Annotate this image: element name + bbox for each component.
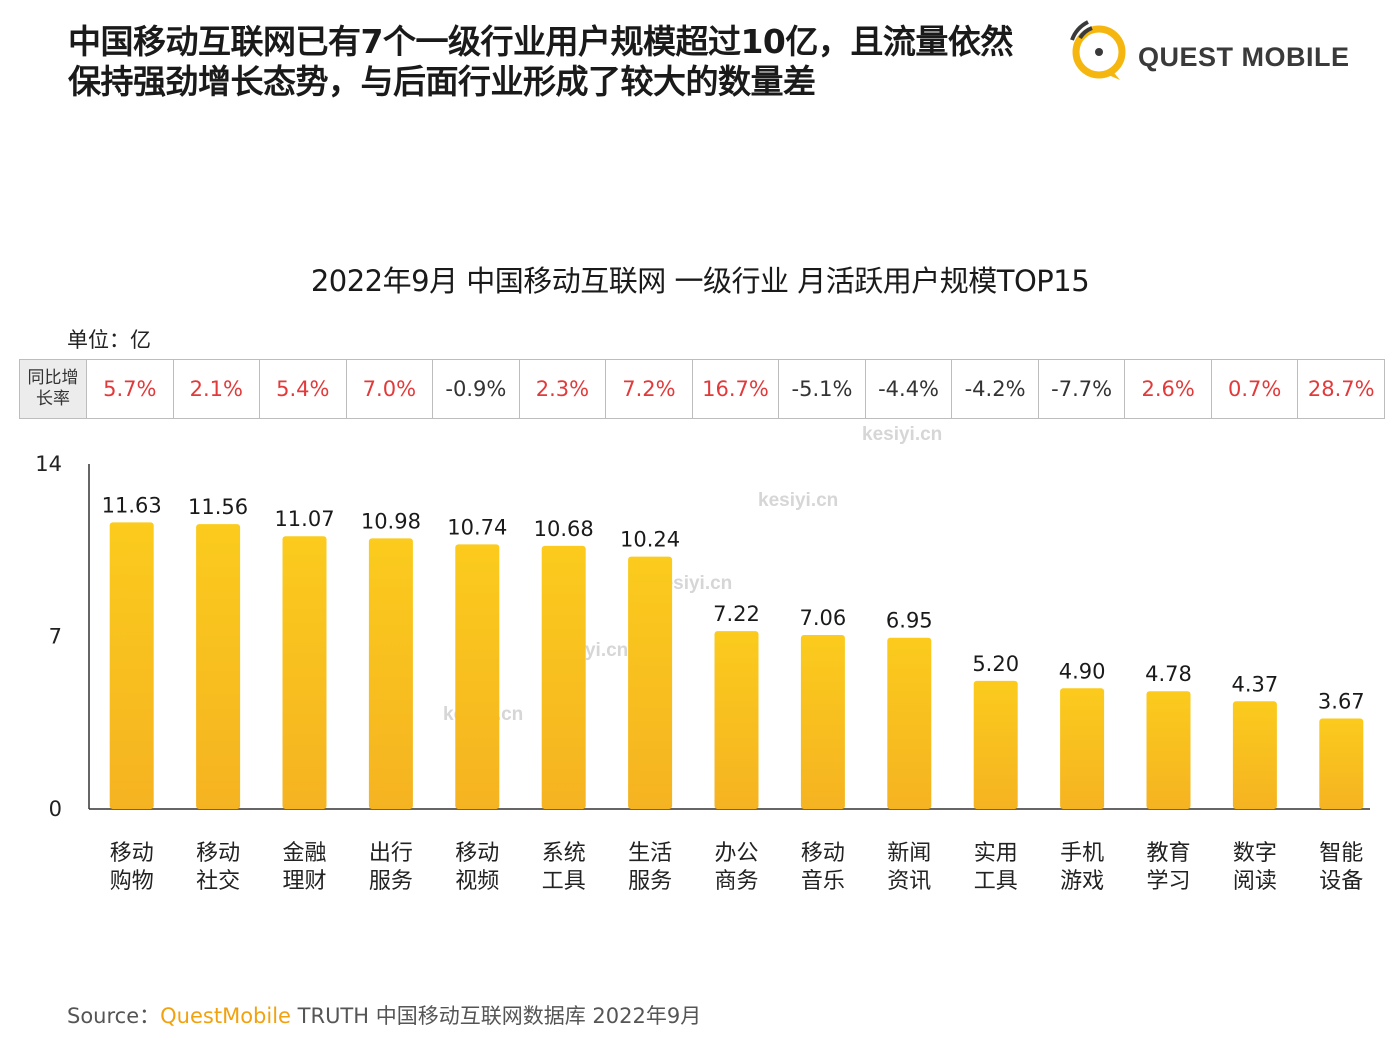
data-label: 6.95 — [886, 609, 933, 633]
data-label: 11.56 — [188, 495, 248, 519]
category-label: 移动 — [801, 841, 845, 866]
yoy-cell: 7.2% — [605, 359, 693, 419]
headline: 中国移动互联网已有7个一级行业用户规模超过10亿，且流量依然 保持强劲增长态势，… — [68, 22, 1078, 102]
yoy-cell: 5.7% — [86, 359, 174, 419]
data-label: 3.67 — [1318, 690, 1365, 714]
category-label: 理财 — [282, 869, 326, 894]
bar — [1146, 691, 1191, 809]
category-label: 出行 — [369, 841, 413, 866]
category-label: 生活 — [628, 841, 672, 866]
yoy-cell: 0.7% — [1210, 359, 1299, 419]
source-note: Source：QuestMobile TRUTH 中国移动互联网数据库 2022… — [67, 1000, 701, 1030]
yoy-cell: 28.7% — [1297, 359, 1385, 419]
category-label: 智能 — [1319, 841, 1363, 866]
data-label: 4.78 — [1145, 662, 1192, 686]
category-label: 工具 — [542, 869, 586, 894]
category-label: 服务 — [628, 869, 672, 894]
category-label: 实用 — [974, 841, 1018, 866]
bar — [455, 544, 500, 809]
bar — [973, 680, 1018, 809]
yoy-cell: 2.3% — [518, 359, 607, 419]
category-label: 商务 — [714, 869, 758, 894]
category-label: 工具 — [974, 869, 1018, 894]
yoy-cell: 5.4% — [259, 359, 347, 419]
category-label: 音乐 — [801, 869, 845, 894]
logo-text: QUEST MOBILE — [1138, 42, 1350, 72]
category-label: 教育 — [1146, 841, 1190, 866]
yoy-cell: 2.1% — [172, 359, 261, 419]
bar — [196, 524, 241, 809]
category-label: 数字 — [1233, 841, 1277, 866]
bar — [800, 635, 845, 809]
quest-mobile-logo: QUEST MOBILE — [1062, 18, 1362, 90]
category-label: 购物 — [110, 869, 154, 894]
category-label: 新闻 — [887, 841, 931, 866]
headline-line-2: 保持强劲增长态势，与后面行业形成了较大的数量差 — [68, 62, 816, 101]
quest-mobile-logo-icon — [1070, 20, 1126, 80]
category-label: 办公 — [714, 841, 758, 866]
source-brand: QuestMobile — [160, 1004, 291, 1028]
data-label: 4.37 — [1232, 672, 1279, 696]
y-tick-label: 0 — [49, 797, 62, 821]
source-prefix: Source： — [67, 1004, 161, 1028]
yoy-row: 同比增长率 5.7% 2.1% 5.4% 7.0% -0.9% 2.3% 7.2% 16.7%… — [19, 359, 1385, 419]
category-label: 金融 — [282, 841, 326, 866]
y-tick-label: 7 — [49, 625, 62, 649]
yoy-cell: -5.1% — [778, 359, 866, 419]
data-label: 10.74 — [447, 515, 507, 539]
bar — [109, 522, 154, 809]
yoy-growth-table: 同比增长率 5.7% 2.1% 5.4% 7.0% -0.9% 2.3% 7.2% 16.7%… — [19, 359, 1385, 419]
category-label: 服务 — [369, 869, 413, 894]
source-rest: TRUTH 中国移动互联网数据库 2022年9月 — [290, 1004, 702, 1028]
yoy-cell: 2.6% — [1124, 359, 1212, 419]
category-label: 移动 — [196, 841, 240, 866]
category-label: 社交 — [196, 869, 240, 894]
yoy-cell: -7.7% — [1037, 359, 1126, 419]
category-label: 资讯 — [887, 869, 931, 894]
bar — [282, 536, 327, 809]
unit-label: 单位：亿 — [67, 328, 151, 352]
yoy-cell: -4.4% — [864, 359, 953, 419]
yoy-cell: -4.2% — [951, 359, 1039, 419]
data-label: 4.90 — [1059, 659, 1106, 683]
category-label: 移动 — [455, 841, 499, 866]
watermark: kesiyi.cn — [758, 490, 839, 511]
data-label: 11.07 — [274, 507, 334, 531]
data-label: 7.06 — [800, 606, 847, 630]
watermark: kesiyi.cn — [862, 424, 943, 445]
bar — [1319, 718, 1364, 809]
data-label: 10.98 — [361, 509, 421, 533]
chart-title: 2022年9月 中国移动互联网 一级行业 月活跃用户规模TOP15 — [310, 264, 1090, 298]
data-label: 7.22 — [713, 602, 760, 626]
data-label: 11.63 — [102, 493, 162, 517]
headline-line-1: 中国移动互联网已有7个一级行业用户规模超过10亿，且流量依然 — [68, 22, 1013, 61]
category-label: 阅读 — [1233, 869, 1277, 894]
bar — [368, 538, 413, 809]
category-label: 游戏 — [1060, 869, 1104, 894]
category-label: 系统 — [542, 841, 586, 866]
category-label: 手机 — [1060, 841, 1104, 866]
bar — [1060, 688, 1105, 809]
yoy-cell: 16.7% — [691, 359, 780, 419]
bar — [714, 631, 759, 809]
y-tick-label: 14 — [35, 452, 62, 476]
bar — [541, 545, 586, 809]
data-label: 5.20 — [972, 652, 1019, 676]
data-label: 10.24 — [620, 528, 680, 552]
bar — [887, 637, 932, 809]
yoy-cell: -0.9% — [432, 359, 520, 419]
yoy-cell: 7.0% — [345, 359, 434, 419]
yoy-header: 同比增长率 — [19, 359, 87, 419]
bar — [1232, 701, 1277, 809]
category-label: 视频 — [455, 869, 499, 894]
bar — [628, 556, 673, 809]
category-label: 移动 — [110, 841, 154, 866]
category-label: 学习 — [1146, 869, 1190, 894]
data-label: 10.68 — [534, 517, 594, 541]
category-label: 设备 — [1319, 869, 1363, 894]
